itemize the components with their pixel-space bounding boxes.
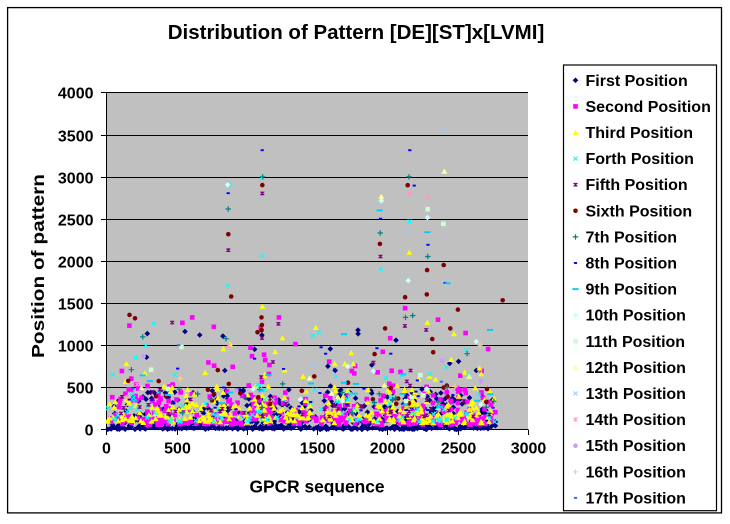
svg-text:10th Position: 10th Position bbox=[586, 308, 686, 325]
svg-text:9th Position: 9th Position bbox=[586, 282, 678, 299]
svg-text:14th Position: 14th Position bbox=[586, 412, 686, 429]
svg-text:15th Position: 15th Position bbox=[586, 438, 686, 455]
svg-text:4000: 4000 bbox=[58, 86, 94, 103]
svg-text:Distribution of Pattern [DE][S: Distribution of Pattern [DE][ST]x[LVMI] bbox=[168, 21, 545, 44]
svg-text:8th Position: 8th Position bbox=[586, 256, 678, 273]
svg-text:500: 500 bbox=[164, 441, 191, 458]
svg-text:12th Position: 12th Position bbox=[586, 360, 686, 377]
svg-text:2000: 2000 bbox=[58, 255, 94, 272]
svg-text:2000: 2000 bbox=[370, 441, 406, 458]
svg-text:First Position: First Position bbox=[586, 73, 688, 90]
svg-text:Fifth Position: Fifth Position bbox=[586, 177, 688, 194]
svg-text:1000: 1000 bbox=[58, 339, 94, 356]
svg-text:0: 0 bbox=[102, 441, 111, 458]
svg-text:Second Position: Second Position bbox=[586, 99, 711, 116]
svg-text:Position of pattern: Position of pattern bbox=[28, 174, 48, 358]
svg-text:2500: 2500 bbox=[58, 213, 94, 230]
svg-text:Forth Position: Forth Position bbox=[586, 151, 694, 168]
svg-text:16th Position: 16th Position bbox=[586, 464, 686, 481]
svg-text:3500: 3500 bbox=[58, 129, 94, 146]
svg-text:0: 0 bbox=[85, 423, 94, 440]
svg-text:13th Position: 13th Position bbox=[586, 386, 686, 403]
svg-text:Third Position: Third Position bbox=[586, 125, 694, 142]
svg-text:1500: 1500 bbox=[58, 297, 94, 314]
svg-text:500: 500 bbox=[67, 381, 94, 398]
svg-text:11th Position: 11th Position bbox=[586, 334, 686, 351]
svg-text:Sixth Position: Sixth Position bbox=[586, 203, 693, 220]
svg-text:17th Position: 17th Position bbox=[586, 490, 686, 507]
svg-text:2500: 2500 bbox=[441, 441, 477, 458]
svg-text:3000: 3000 bbox=[58, 171, 94, 188]
svg-text:GPCR sequence: GPCR sequence bbox=[250, 477, 385, 497]
svg-text:1500: 1500 bbox=[300, 441, 336, 458]
svg-text:7th Position: 7th Position bbox=[586, 229, 678, 246]
svg-text:1000: 1000 bbox=[230, 441, 266, 458]
svg-text:3000: 3000 bbox=[511, 441, 547, 458]
